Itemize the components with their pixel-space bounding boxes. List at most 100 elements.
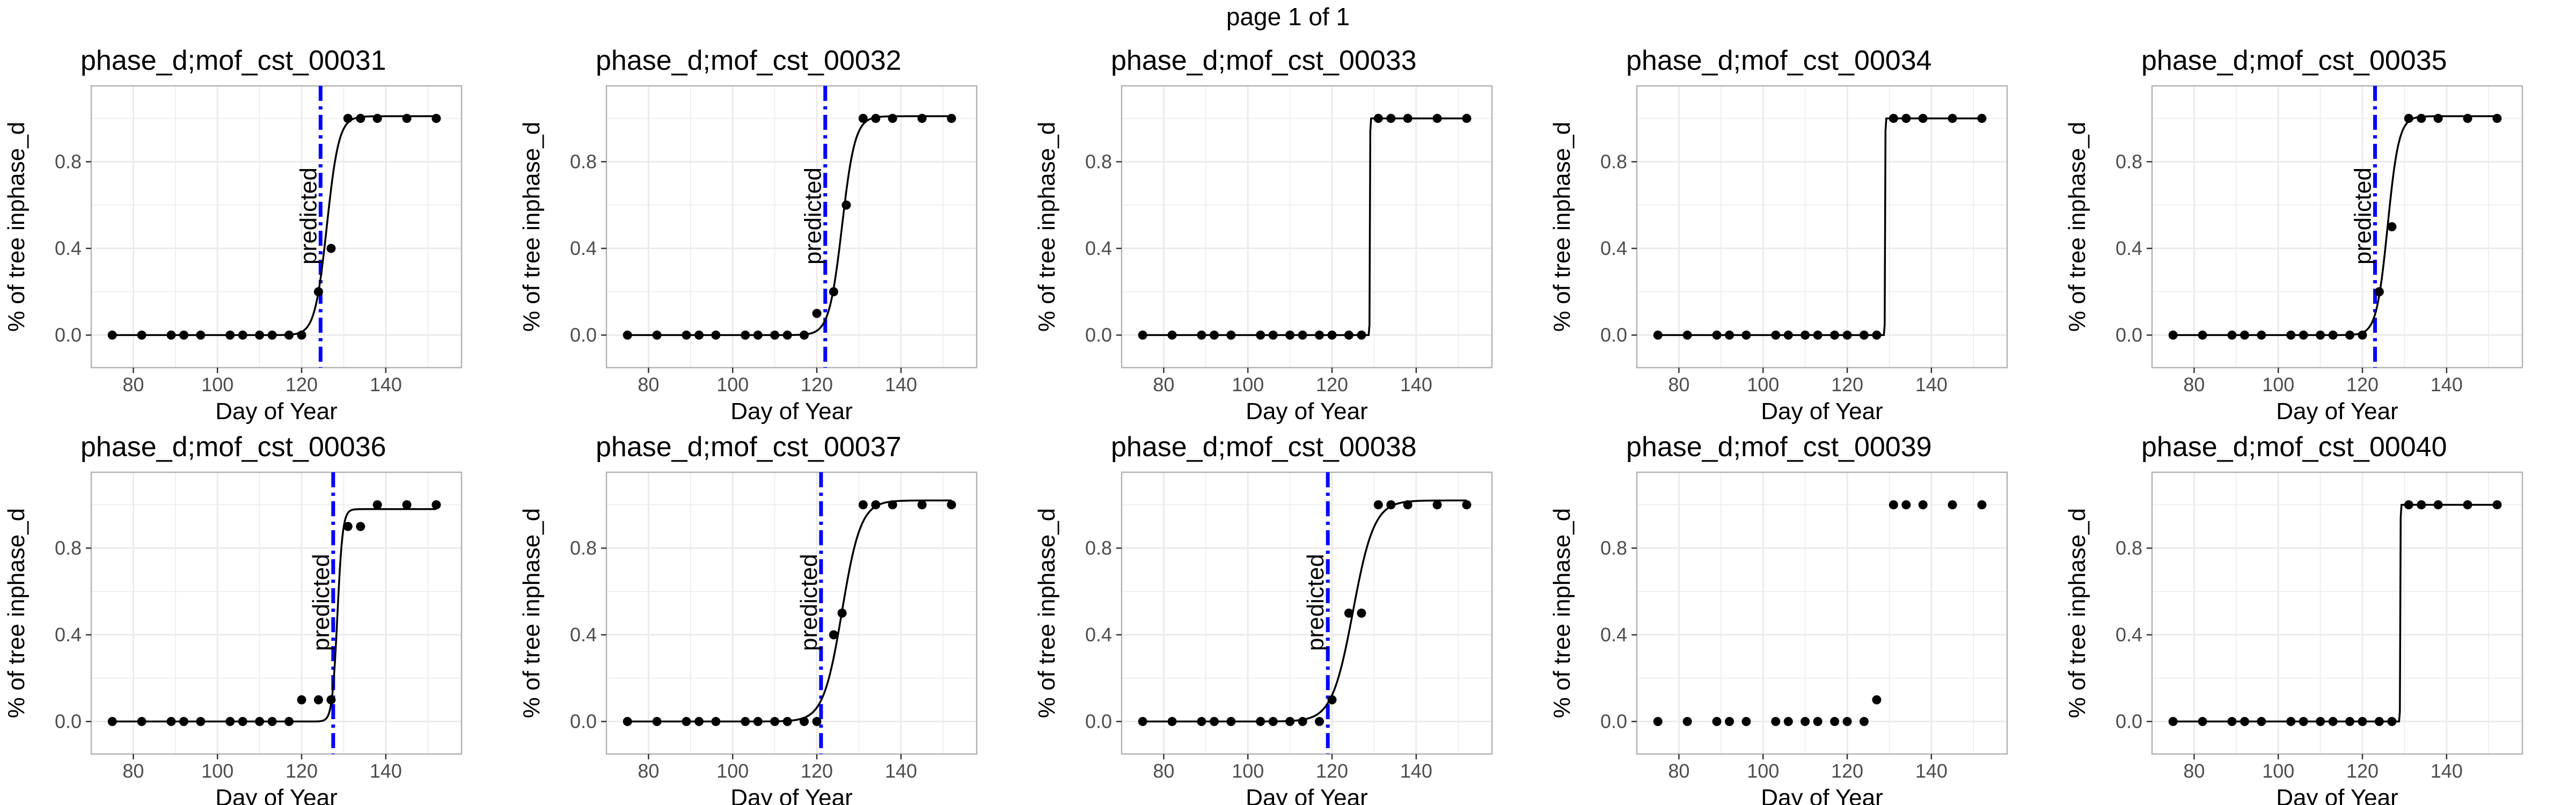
y-tick-label: 0.4: [55, 624, 82, 646]
y-tick-label: 0.4: [1600, 624, 1627, 646]
x-tick-label: 140: [370, 374, 402, 396]
data-point: [1268, 330, 1278, 340]
y-tick-label: 0.8: [55, 537, 82, 559]
x-axis-label: Day of Year: [215, 785, 338, 805]
y-tick-label: 0.4: [1085, 237, 1112, 259]
x-tick-label: 120: [1316, 760, 1348, 782]
data-point: [1712, 716, 1722, 726]
data-point: [2227, 330, 2237, 340]
x-tick-label: 120: [1831, 760, 1863, 782]
y-tick-label: 0.4: [570, 237, 597, 259]
data-point: [1327, 330, 1337, 340]
data-point: [1226, 716, 1236, 726]
data-point: [431, 500, 441, 510]
x-tick-label: 140: [885, 760, 917, 782]
data-point: [402, 500, 412, 510]
data-point: [1977, 114, 1987, 123]
data-point: [2404, 114, 2413, 123]
data-point: [1197, 716, 1206, 726]
data-point: [2433, 114, 2443, 123]
x-axis-label: Day of Year: [1761, 785, 1883, 805]
data-point: [1918, 114, 1928, 123]
data-point: [2257, 330, 2266, 340]
y-tick-label: 0.8: [570, 150, 597, 172]
x-tick-label: 120: [1831, 374, 1863, 396]
data-point: [356, 114, 365, 123]
x-tick-label: 140: [1400, 760, 1432, 782]
y-axis-label: % of tree inphase_d: [2064, 508, 2090, 718]
data-point: [682, 716, 691, 726]
data-point: [1872, 695, 1882, 705]
data-point: [1268, 716, 1278, 726]
data-point: [1167, 716, 1177, 726]
y-tick-label: 0.8: [1085, 150, 1112, 172]
data-point: [2240, 330, 2249, 340]
y-tick-label: 0.8: [2116, 150, 2142, 172]
data-point: [947, 500, 956, 510]
data-point: [2328, 330, 2338, 340]
data-point: [1210, 716, 1219, 726]
panel-border: [2151, 471, 2523, 755]
data-point: [1842, 716, 1852, 726]
chart-panel: 80 100 120 140 0.0 0.4 0.8 phase_d;mof_cst_0003…: [1034, 431, 1493, 805]
data-point: [800, 330, 809, 340]
x-tick-label: 100: [201, 760, 233, 782]
data-point: [2374, 287, 2384, 297]
data-point: [267, 716, 277, 726]
data-point: [1771, 330, 1781, 340]
panel-border: [90, 85, 463, 369]
data-point: [179, 330, 188, 340]
panel-border: [605, 471, 978, 755]
data-point: [1801, 716, 1810, 726]
y-tick-label: 0.0: [1600, 324, 1627, 346]
y-axis-label: % of tree inphase_d: [3, 122, 30, 332]
x-tick-label: 100: [1747, 374, 1779, 396]
data-point: [267, 330, 277, 340]
chart-title: phase_d;mof_cst_00037: [596, 431, 902, 463]
data-point: [1682, 330, 1692, 340]
x-axis-label: Day of Year: [2276, 785, 2398, 805]
page-title: page 1 of 1: [1226, 3, 1350, 31]
fitted-curve: [112, 508, 436, 723]
x-tick-label: 140: [2431, 374, 2463, 396]
data-point: [1918, 500, 1928, 510]
data-point: [711, 716, 721, 726]
data-point: [297, 695, 306, 705]
data-point: [2358, 330, 2367, 340]
fitted-curve: [2173, 503, 2497, 723]
data-point: [2345, 716, 2355, 726]
data-point: [1315, 330, 1324, 340]
data-point: [1386, 500, 1396, 510]
x-tick-label: 140: [370, 760, 402, 782]
data-point: [1432, 500, 1442, 510]
data-point: [1830, 716, 1840, 726]
x-tick-label: 100: [1232, 374, 1264, 396]
fitted-curve: [1658, 117, 1982, 336]
panel-border: [1121, 85, 1493, 369]
chart-panel: 80 100 120 140 0.0 0.4 0.8 phase_d;mof_cst_0003…: [1549, 431, 2008, 805]
data-point: [1813, 716, 1823, 726]
data-point: [1298, 330, 1307, 340]
data-point: [1285, 716, 1295, 726]
data-point: [812, 309, 822, 318]
data-point: [1725, 716, 1734, 726]
data-point: [1901, 500, 1911, 510]
data-point: [2299, 330, 2308, 340]
y-tick-label: 0.8: [570, 537, 597, 559]
data-point: [1327, 695, 1337, 705]
data-point: [2328, 716, 2338, 726]
y-tick-label: 0.0: [55, 324, 82, 346]
chart-title: phase_d;mof_cst_00039: [1626, 431, 1932, 463]
data-point: [858, 500, 868, 510]
data-point: [137, 330, 147, 340]
data-point: [1859, 716, 1869, 726]
data-point: [2316, 716, 2325, 726]
data-point: [402, 114, 412, 123]
data-point: [1783, 330, 1793, 340]
data-point: [2257, 716, 2266, 726]
y-axis-label: % of tree inphase_d: [1549, 508, 1575, 718]
data-point: [858, 114, 868, 123]
fitted-curve: [1143, 117, 1467, 336]
y-tick-label: 0.0: [2116, 324, 2142, 346]
x-tick-label: 100: [716, 760, 749, 782]
